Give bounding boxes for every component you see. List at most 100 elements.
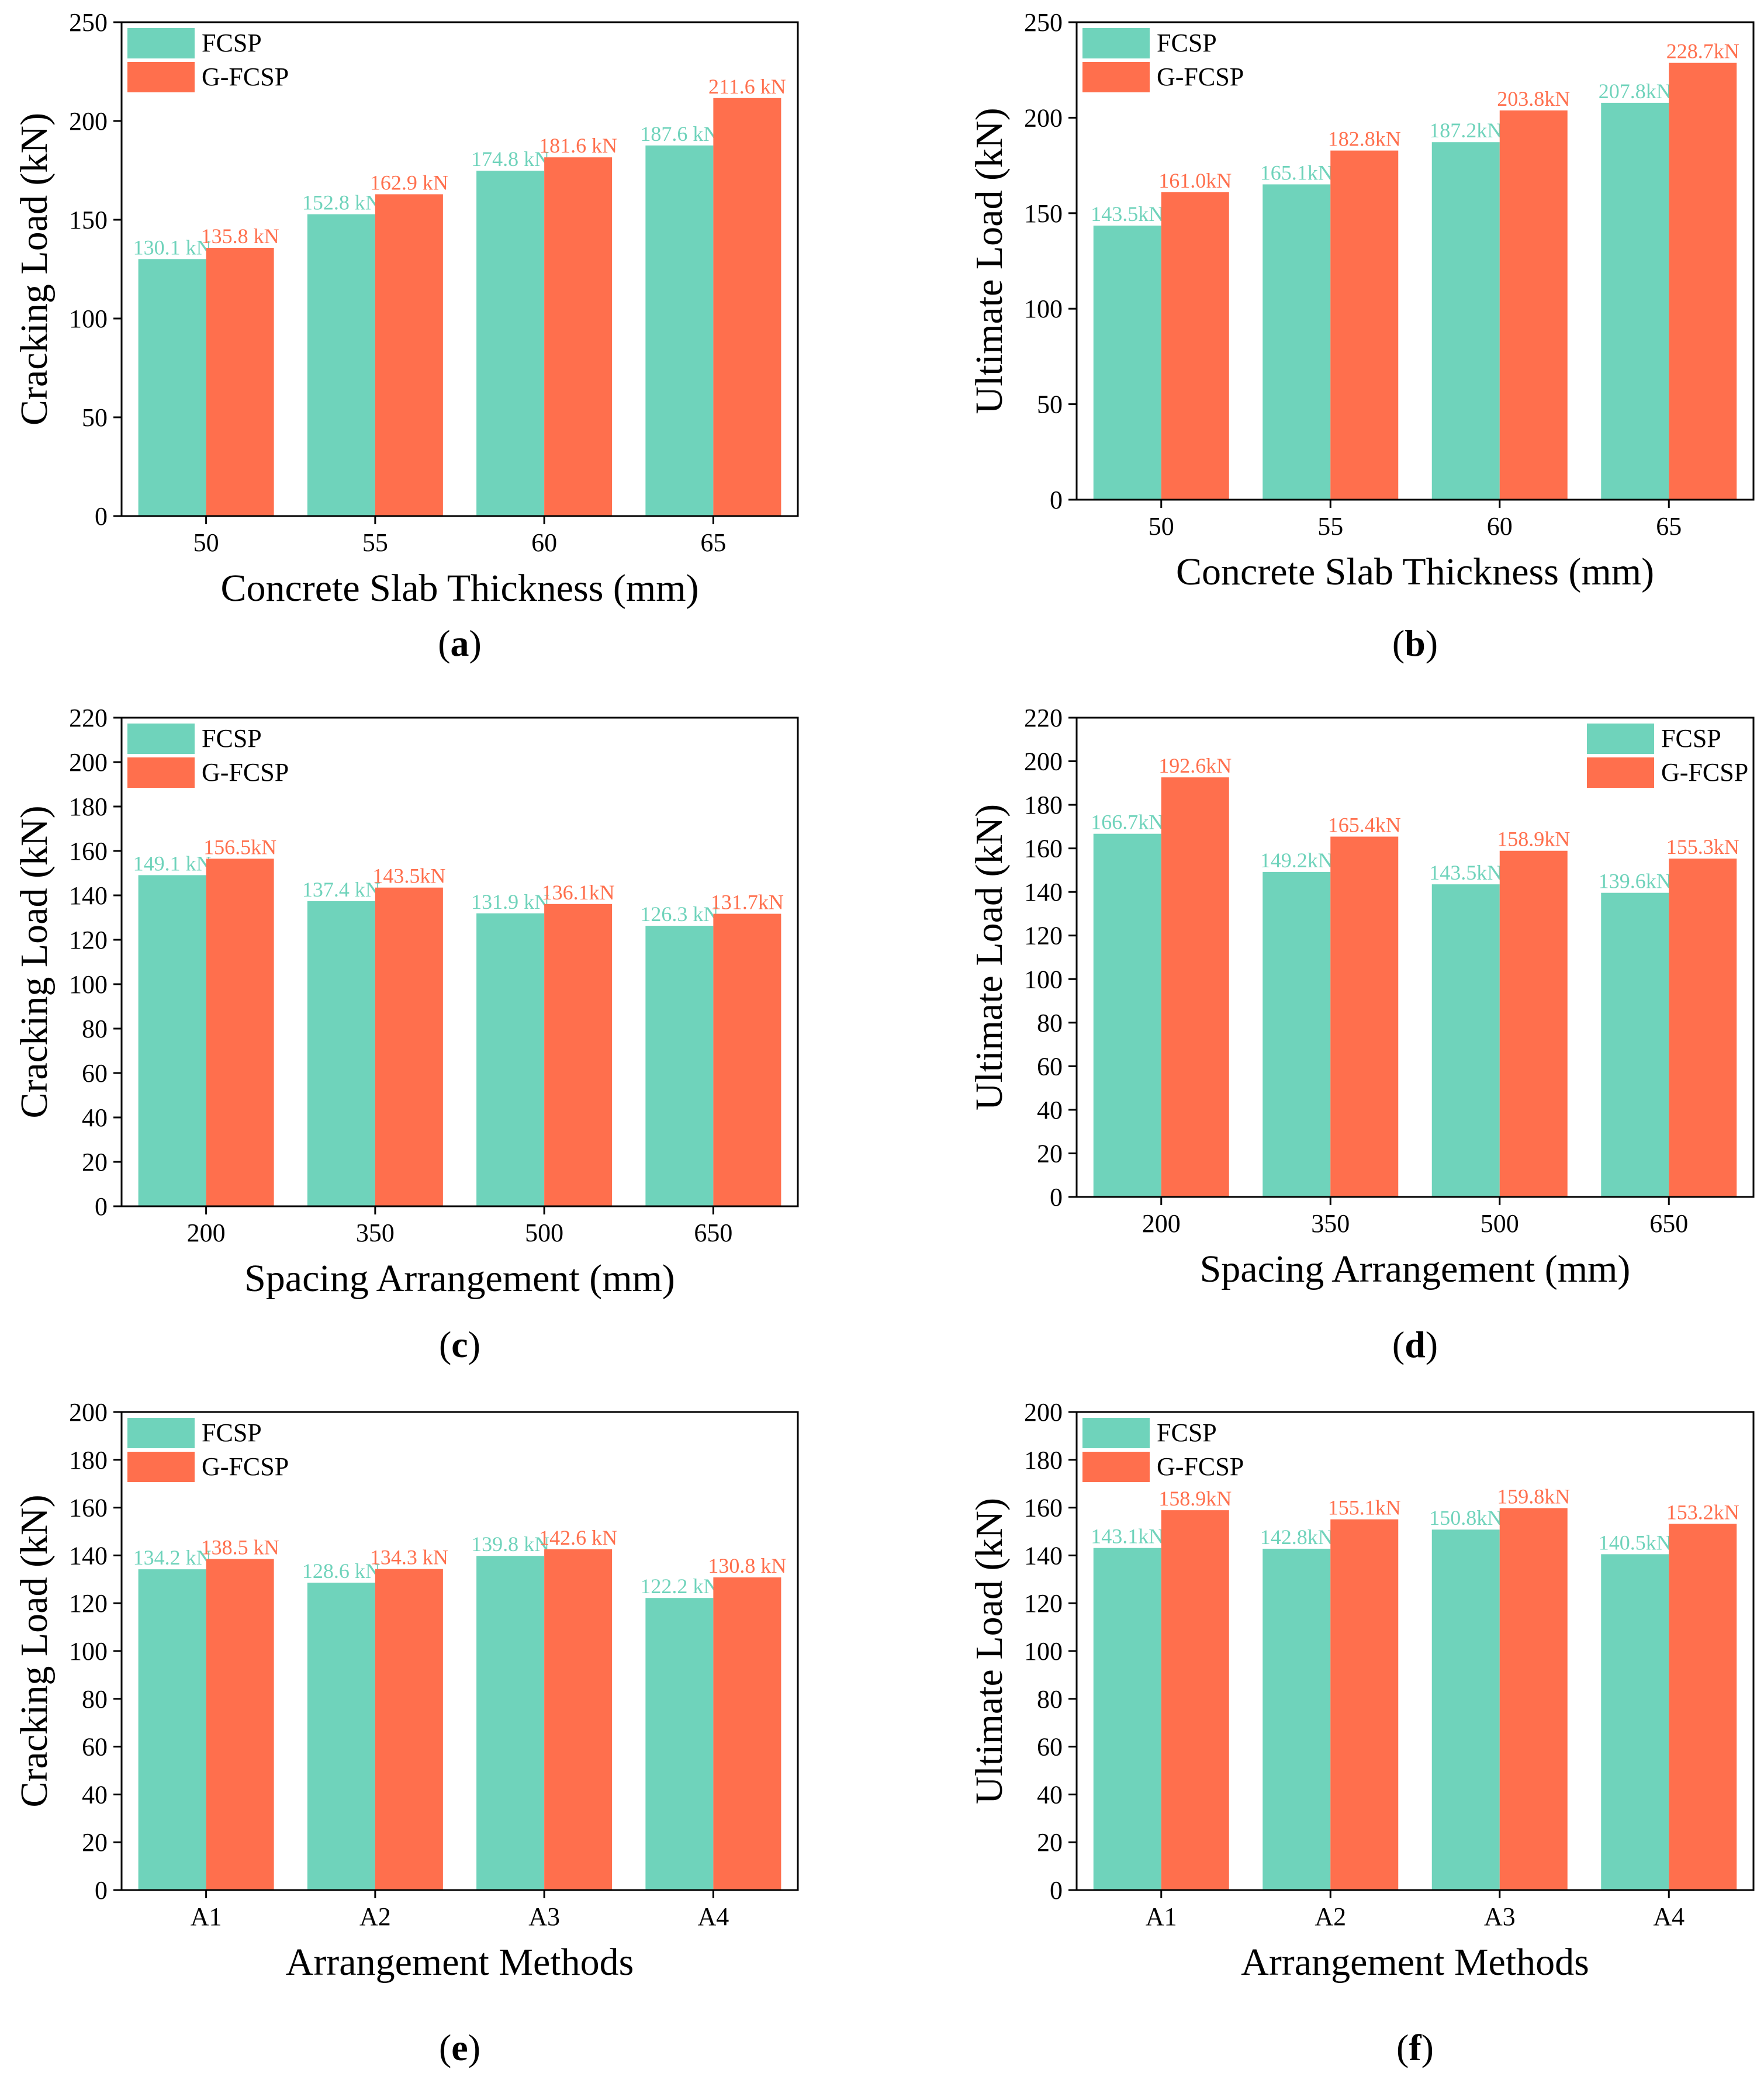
y-tick-label: 20	[82, 1828, 108, 1857]
legend: FCSP G-FCSP	[1587, 724, 1748, 788]
y-tick-label: 100	[69, 970, 108, 999]
y-axis-title: Ultimate Load (kN)	[968, 108, 1011, 414]
y-axis-title: Cracking Load (kN)	[13, 805, 56, 1118]
plot-frame	[1075, 21, 1755, 501]
chart-panel-b: 143.5kN 165.1kN 187.2kN 207.8kN 161.0kN 182.8…	[968, 8, 1755, 664]
legend-swatch-fcsp	[127, 28, 195, 58]
y-tick-label: 40	[82, 1780, 108, 1809]
legend: FCSP G-FCSP	[127, 1418, 289, 1482]
y-tick-label: 120	[69, 926, 108, 954]
data-label: 130.8 kN	[708, 1554, 786, 1577]
bar-fcsp-350	[307, 901, 375, 1206]
data-label: 130.1 kN	[133, 236, 212, 259]
bar-fcsp-60	[1431, 142, 1500, 500]
data-label: 158.9kN	[1497, 828, 1570, 851]
data-label: 156.5kN	[203, 835, 276, 859]
y-tick-label: 40	[82, 1103, 108, 1132]
data-label: 150.8kN	[1429, 1506, 1502, 1529]
bar-fcsp-a3	[1431, 1529, 1500, 1890]
x-tick-label: 50	[193, 528, 219, 557]
bar-g-fcsp-65	[1669, 63, 1737, 500]
legend: FCSP G-FCSP	[127, 724, 289, 788]
y-axis-title: Ultimate Load (kN)	[968, 1498, 1011, 1804]
x-axis-title: Arrangement Methods	[286, 1941, 634, 1984]
y-tick-label: 0	[95, 1876, 108, 1905]
legend-swatch-g-fcsp	[1082, 62, 1150, 92]
data-label: 228.7kN	[1666, 40, 1739, 63]
panel-label: (b)	[1392, 622, 1438, 664]
data-label: 139.6kN	[1599, 870, 1672, 893]
bar-g-fcsp-65	[713, 98, 781, 517]
data-label: 152.8 kN	[302, 191, 381, 214]
y-tick-label: 60	[1037, 1733, 1063, 1761]
y-tick-label: 180	[1024, 1446, 1063, 1475]
y-tick-label: 80	[1037, 1685, 1063, 1714]
legend: FCSP G-FCSP	[1082, 28, 1244, 92]
plot-frame	[120, 21, 799, 517]
y-tick-label: 200	[1024, 103, 1063, 132]
bar-g-fcsp-a3	[544, 1549, 613, 1890]
bar-fcsp-a1	[1093, 1548, 1161, 1890]
y-tick-label: 40	[1037, 1096, 1063, 1124]
legend: FCSP G-FCSP	[1082, 1418, 1244, 1482]
x-tick-label: 55	[1317, 512, 1343, 541]
data-label: 187.2kN	[1429, 119, 1502, 142]
bar-fcsp-55	[1263, 184, 1331, 500]
y-tick-label: 60	[82, 1059, 108, 1088]
y-tick-label: 220	[1024, 704, 1063, 732]
y-tick-label: 0	[1050, 486, 1063, 514]
legend-label-fcsp: FCSP	[202, 29, 262, 57]
legend-swatch-g-fcsp	[127, 1452, 195, 1482]
y-tick-label: 0	[95, 1192, 108, 1221]
bar-fcsp-200	[138, 875, 206, 1206]
y-tick-label: 120	[1024, 1589, 1063, 1618]
legend-swatch-fcsp	[127, 1418, 195, 1448]
data-label: 181.6 kN	[539, 134, 617, 157]
data-label: 153.2kN	[1666, 1500, 1739, 1524]
legend-swatch-g-fcsp	[1082, 1452, 1150, 1482]
x-axis-title: Concrete Slab Thickness (mm)	[220, 567, 698, 610]
data-label: 131.9 kN	[471, 890, 549, 913]
x-tick-label: A2	[1315, 1902, 1346, 1931]
data-label: 159.8kN	[1497, 1484, 1570, 1508]
data-label: 165.1kN	[1260, 161, 1333, 184]
x-tick-label: A3	[1484, 1902, 1516, 1931]
plot-frame	[1075, 717, 1755, 1198]
data-label: 155.3kN	[1666, 835, 1739, 859]
bar-g-fcsp-200	[1161, 777, 1229, 1197]
bar-g-fcsp-a3	[1499, 1508, 1568, 1890]
bar-fcsp-65	[645, 145, 714, 517]
y-tick-label: 0	[1050, 1876, 1063, 1905]
y-tick-label: 50	[1037, 390, 1063, 419]
data-label: 142.6 kN	[539, 1526, 617, 1549]
data-label: 207.8kN	[1599, 79, 1672, 103]
data-label: 139.8 kN	[471, 1532, 549, 1556]
bar-g-fcsp-60	[544, 157, 613, 516]
y-tick-label: 100	[1024, 1637, 1063, 1666]
bar-fcsp-a1	[138, 1569, 206, 1890]
y-tick-label: 60	[1037, 1052, 1063, 1081]
bar-fcsp-a4	[645, 1598, 714, 1890]
chart-panel-e: 134.2 kN 128.6 kN 139.8 kN 122.2 kN 138.5 kN…	[13, 1398, 799, 2068]
legend-label-fcsp: FCSP	[202, 724, 262, 753]
x-tick-label: 55	[362, 528, 388, 557]
data-label: 211.6 kN	[708, 75, 786, 98]
bar-fcsp-50	[1093, 226, 1161, 500]
x-tick-label: A4	[697, 1902, 729, 1931]
y-tick-label: 80	[82, 1685, 108, 1714]
y-tick-label: 100	[1024, 295, 1063, 323]
legend-swatch-fcsp	[1082, 1418, 1150, 1448]
x-tick-label: 200	[187, 1219, 226, 1247]
data-label: 138.5 kN	[201, 1536, 279, 1559]
y-tick-label: 100	[1024, 965, 1063, 994]
legend-label-g-fcsp: G-FCSP	[202, 758, 289, 787]
bar-g-fcsp-350	[375, 887, 443, 1206]
chart-panel-a: 130.1 kN 152.8 kN 174.8 kN 187.6 kN 135.8 kN…	[13, 8, 799, 664]
bar-g-fcsp-200	[206, 859, 274, 1206]
y-tick-label: 50	[82, 403, 108, 432]
y-tick-label: 20	[82, 1148, 108, 1176]
bar-fcsp-500	[1431, 884, 1500, 1197]
x-tick-label: 650	[1649, 1209, 1688, 1238]
x-axis-title: Spacing Arrangement (mm)	[244, 1257, 675, 1300]
legend-label-fcsp: FCSP	[202, 1418, 262, 1447]
